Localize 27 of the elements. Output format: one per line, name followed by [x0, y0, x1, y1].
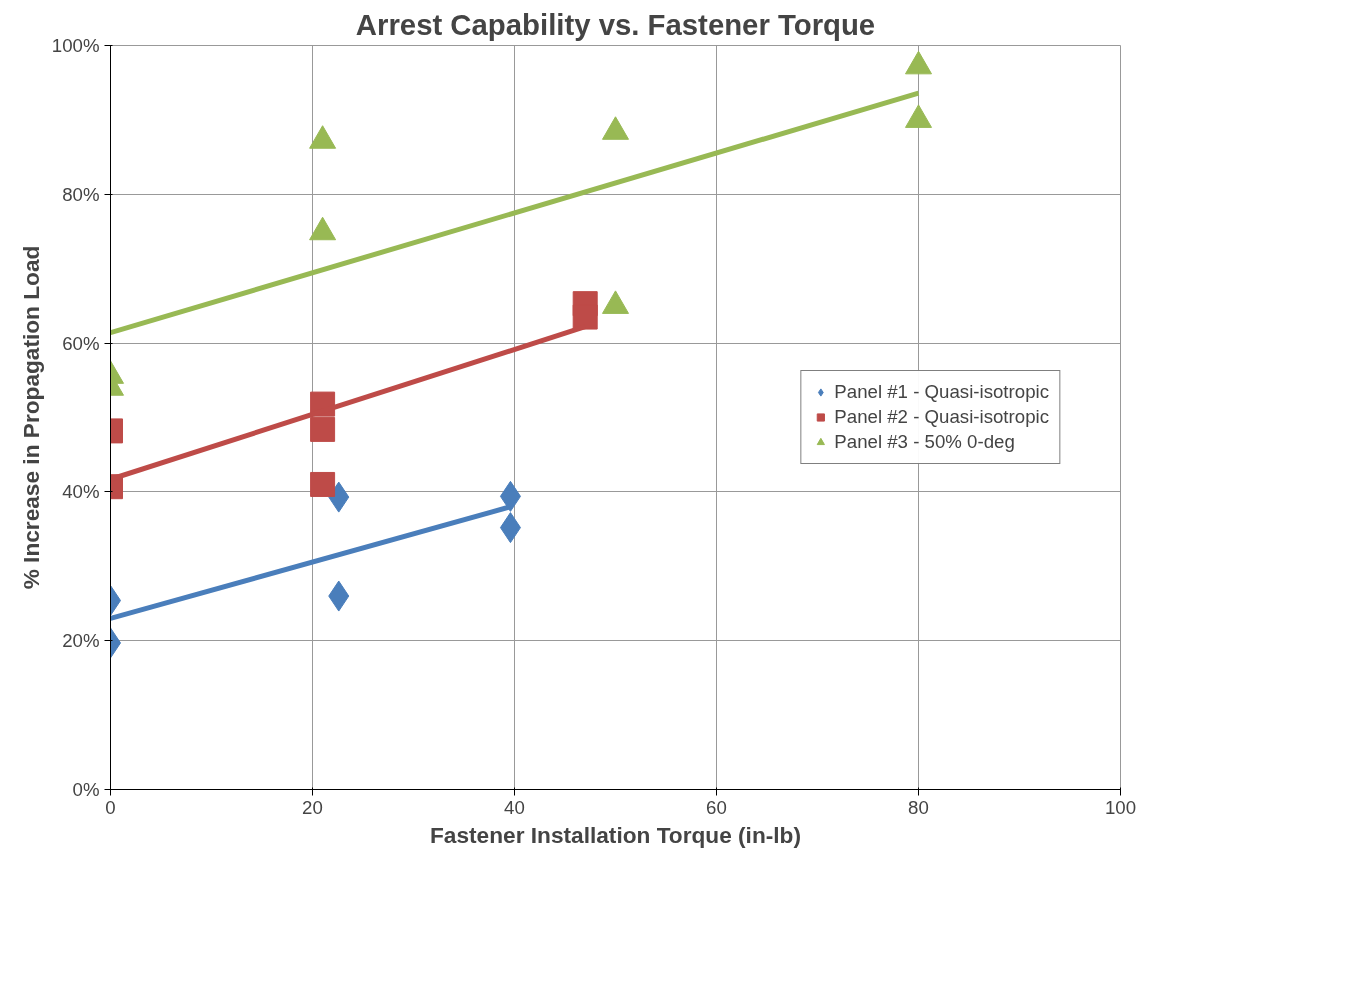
- x-tick-label: 40: [504, 796, 525, 818]
- x-tick-label: 100: [1104, 796, 1137, 818]
- y-tick-label: 80%: [62, 183, 100, 205]
- legend-label: Panel #2 - Quasi-isotropic: [834, 406, 1049, 428]
- legend-label: Panel #1 - Quasi-isotropic: [834, 381, 1049, 403]
- legend-label: Panel #3 - 50% 0-deg: [834, 431, 1015, 453]
- x-tick-label: 60: [706, 796, 727, 818]
- y-axis-title: % Increase in Propagation Load: [17, 245, 44, 590]
- y-tick-label: 0%: [72, 779, 100, 800]
- y-tick-label: 60%: [62, 332, 100, 354]
- y-tick-label: 40%: [62, 481, 100, 503]
- x-axis-title: Fastener Installation Torque (in-lb): [430, 821, 801, 848]
- x-tick-label: 80: [908, 796, 929, 818]
- point: [602, 290, 629, 314]
- chart-title: Arrest Capability vs. Fastener Torque: [355, 7, 876, 41]
- x-tick-label: 20: [302, 796, 323, 818]
- point: [905, 50, 932, 75]
- y-tick-label: 100%: [51, 35, 100, 56]
- point: [572, 304, 598, 330]
- point: [602, 116, 629, 140]
- point: [310, 416, 336, 442]
- point: [310, 471, 336, 497]
- point: [309, 216, 337, 241]
- y-tick-label: 20%: [62, 630, 100, 652]
- point: [309, 125, 337, 149]
- x-tick-label: 0: [105, 796, 116, 818]
- point: [905, 104, 932, 128]
